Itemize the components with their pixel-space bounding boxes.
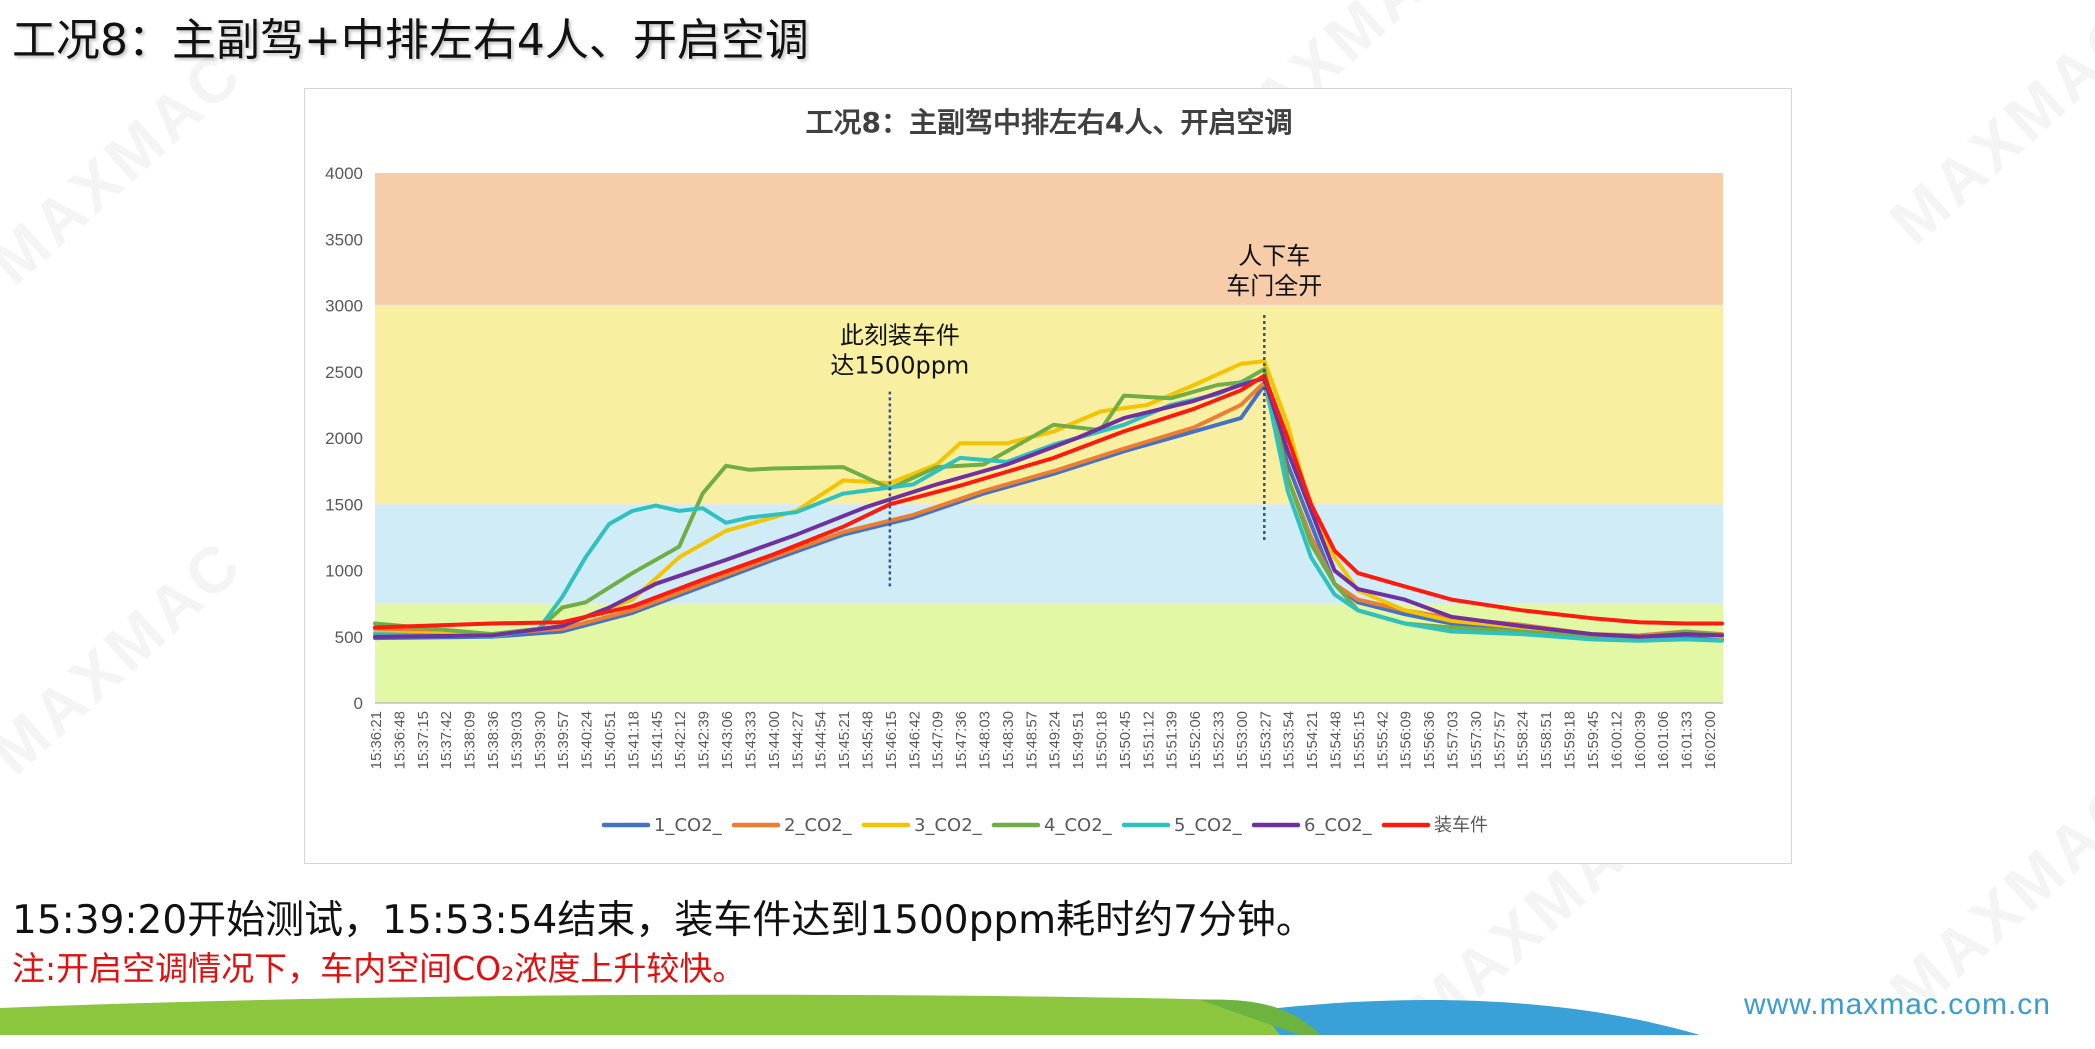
series-line-7 [373,373,1724,630]
y-tick-label-1500: 1500 [325,495,363,514]
x-tick-label: 15:41:45 [649,711,666,769]
x-tick-label: 15:45:48 [859,711,876,769]
x-tick-label: 15:55:42 [1374,711,1391,769]
x-tick-label: 15:41:18 [625,711,642,769]
y-tick-label-500: 500 [335,628,363,647]
legend-label-4: 4_CO2_ [1044,815,1113,836]
y-tick-label-3500: 3500 [325,230,363,249]
x-tick-label: 15:47:36 [953,711,970,769]
chart-title: 工况8：主副驾中排左右4人、开启空调 [806,106,1293,139]
x-tick-label: 15:53:27 [1257,711,1274,769]
y-tick-label-2500: 2500 [325,363,363,382]
x-tick-label: 15:48:30 [1000,711,1017,769]
annotation-label-2: 车门全开 [1226,272,1322,300]
x-tick-label: 15:57:57 [1491,711,1508,769]
watermark-1: MAXMAC [0,35,256,299]
x-tick-label: 15:37:15 [415,711,432,769]
watermark-2: MAXMAC [0,525,256,789]
x-tick-label: 16:00:12 [1608,711,1625,769]
x-tick-label: 15:37:42 [438,711,455,769]
x-tick-label: 15:51:12 [1140,711,1157,769]
footer-url[interactable]: www.maxmac.com.cn [1743,988,2051,1021]
x-tick-label: 15:49:51 [1070,711,1087,769]
x-tick-label: 15:56:36 [1421,711,1438,769]
legend-label-1: 1_CO2_ [654,815,723,836]
x-tick-label: 15:57:30 [1468,711,1485,769]
x-tick-label: 15:51:39 [1164,711,1181,769]
y-tick-label-2000: 2000 [325,429,363,448]
y-tick-label-3000: 3000 [325,297,363,316]
x-tick-label: 15:44:00 [766,711,783,769]
x-tick-label: 15:39:57 [555,711,572,769]
test-note: 注:开启空调情况下，车内空间CO₂浓度上升较快。 [12,949,746,988]
legend-label-2: 2_CO2_ [784,815,853,836]
band-1 [375,504,1723,604]
x-tick-label: 15:42:12 [672,711,689,769]
band-3 [375,173,1723,306]
x-tick-label: 15:52:06 [1187,711,1204,769]
x-tick-label: 15:59:18 [1562,711,1579,769]
x-tick-label: 15:49:24 [1047,711,1064,769]
series-line-5 [373,376,1724,643]
annotation-label-1: 此刻装车件 [840,322,960,350]
x-tick-label: 15:46:42 [906,711,923,769]
annotation-label-1: 达1500ppm [830,352,969,380]
y-tick-label-0: 0 [354,694,363,713]
y-tick-label-4000: 4000 [325,164,363,183]
x-tick-label: 15:43:06 [719,711,736,769]
x-tick-label: 15:53:54 [1281,711,1298,769]
x-tick-label: 15:58:51 [1538,711,1555,769]
x-tick-label: 15:36:21 [368,711,385,769]
x-tick-label: 15:43:33 [742,711,759,769]
x-tick-label: 15:58:24 [1515,711,1532,769]
legend-label-6: 6_CO2_ [1304,815,1373,836]
x-tick-label: 15:39:30 [532,711,549,769]
x-tick-label: 15:50:18 [1093,711,1110,769]
x-tick-label: 15:38:36 [485,711,502,769]
x-tick-label: 15:36:48 [391,711,408,769]
legend-label-3: 3_CO2_ [914,815,983,836]
watermark-4: MAXMAC [1875,0,2095,259]
x-tick-label: 15:40:24 [579,711,596,769]
x-tick-label: 15:52:33 [1211,711,1228,769]
x-tick-label: 15:48:03 [976,711,993,769]
x-tick-label: 15:47:09 [930,711,947,769]
x-tick-label: 15:56:09 [1398,711,1415,769]
x-tick-label: 15:57:03 [1445,711,1462,769]
legend-label-7: 装车件 [1434,815,1488,836]
co2-line-chart: 工况8：主副驾中排左右4人、开启空调 0 500 1000 1500 2000 2500 30… [325,106,1724,836]
x-tick-label: 15:38:09 [462,711,479,769]
series-line-6 [373,376,1724,639]
x-tick-label: 15:50:45 [1117,711,1134,769]
x-tick-label: 15:54:48 [1328,711,1345,769]
x-tick-label: 15:53:00 [1234,711,1251,769]
x-tick-label: 16:02:00 [1702,711,1719,769]
series-line-3 [373,359,1724,639]
x-tick-label: 15:44:54 [813,711,830,769]
y-tick-label-1000: 1000 [325,562,363,581]
x-tick-label: 15:42:39 [696,711,713,769]
x-tick-label: 15:46:15 [883,711,900,769]
x-tick-label: 15:39:03 [508,711,525,769]
x-tick-label: 16:01:06 [1655,711,1672,769]
legend-label-5: 5_CO2_ [1174,815,1243,836]
x-tick-label: 15:55:15 [1351,711,1368,769]
test-summary: 15:39:20开始测试，15:53:54结束，装车件达到1500ppm耗时约7… [12,898,1315,943]
x-tick-label: 15:48:57 [1023,711,1040,769]
x-tick-label: 15:54:21 [1304,711,1321,769]
chart-frame: 工况8：主副驾中排左右4人、开启空调 0 500 1000 1500 2000 2500 30… [304,88,1792,864]
x-tick-label: 16:01:33 [1679,711,1696,769]
x-tick-label: 15:59:45 [1585,711,1602,769]
annotation-label-2: 人下车 [1238,242,1310,270]
x-tick-label: 16:00:39 [1632,711,1649,769]
x-tick-label: 15:45:21 [836,711,853,769]
x-tick-label: 15:44:27 [789,711,806,769]
slide-title: 工况8：主副驾+中排左右4人、开启空调 [12,15,809,66]
x-tick-label: 15:40:51 [602,711,619,769]
